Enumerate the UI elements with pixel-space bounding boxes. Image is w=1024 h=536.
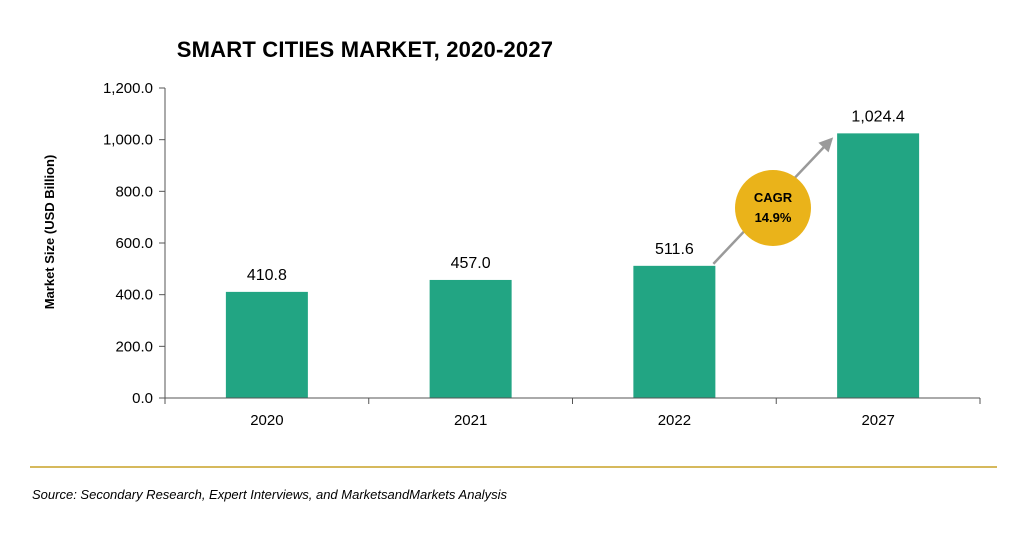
y-axis: 0.0 200.0 400.0 600.0 800.0 1,000.0 1,200.0 — [103, 80, 166, 407]
bar-value-label: 457.0 — [451, 255, 491, 272]
y-tick-label: 1,200.0 — [103, 80, 153, 97]
x-axis: 2020 2021 2022 2027 — [164, 397, 981, 429]
x-tick-label: 2022 — [658, 412, 691, 429]
x-tick-label: 2020 — [250, 412, 283, 429]
source-note: Source: Secondary Research, Expert Inter… — [32, 487, 507, 502]
y-tick-label: 600.0 — [115, 235, 153, 252]
bar — [429, 279, 512, 398]
bars — [225, 133, 920, 398]
y-tick-label: 0.0 — [132, 390, 153, 407]
x-tick-label: 2027 — [861, 412, 894, 429]
bar — [633, 265, 716, 398]
y-tick-label: 200.0 — [115, 338, 153, 355]
y-tick-label: 800.0 — [115, 183, 153, 200]
bar — [837, 133, 920, 398]
bar-value-label: 511.6 — [655, 241, 694, 258]
cagr-arrowhead — [818, 137, 834, 153]
bar — [225, 291, 308, 398]
y-tick-label: 1,000.0 — [103, 132, 153, 149]
cagr-circle — [735, 170, 811, 246]
bar-value-label: 1,024.4 — [851, 108, 904, 125]
cagr-badge: CAGR 14.9% — [735, 170, 811, 246]
y-axis-label: Market Size (USD Billion) — [42, 155, 57, 310]
cagr-value: 14.9% — [755, 210, 792, 225]
x-tick-label: 2021 — [454, 412, 487, 429]
y-tick-label: 400.0 — [115, 287, 153, 304]
bar-value-label: 410.8 — [247, 267, 287, 284]
cagr-label: CAGR — [754, 190, 793, 205]
chart-title: SMART CITIES MARKET, 2020-2027 — [177, 37, 553, 62]
value-labels: 410.8 457.0 511.6 1,024.4 — [247, 108, 905, 284]
